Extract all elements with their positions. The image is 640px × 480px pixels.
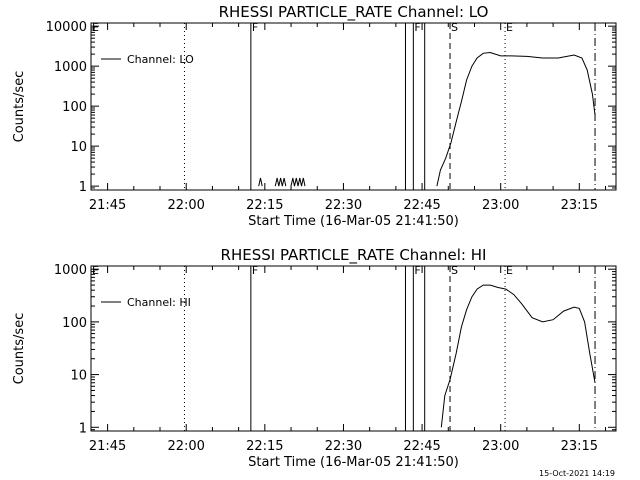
- y-tick-label: 100: [62, 316, 87, 331]
- x-tick-label: 21:45: [89, 439, 126, 454]
- series-line: [274, 177, 287, 187]
- chart-title: RHESSI PARTICLE_RATE Channel: HI: [221, 246, 487, 265]
- legend-label: Channel: HI: [127, 296, 191, 309]
- y-tick-label: 1000: [54, 263, 87, 278]
- series-line: [258, 177, 263, 187]
- event-marker-label: F: [252, 264, 258, 277]
- event-marker-label: F: [414, 21, 420, 34]
- event-marker-label: E: [506, 264, 513, 277]
- y-tick-label: 1000: [54, 60, 87, 75]
- chart-panel-1: RHESSI PARTICLE_RATE Channel: HI 21:45 22:…: [12, 246, 617, 470]
- y-tick-label: 10: [70, 140, 87, 155]
- series-line: [440, 284, 596, 428]
- x-axis-label: Start Time (16-Mar-05 21:41:50): [248, 214, 459, 229]
- series-line: [436, 51, 596, 187]
- event-marker-label: E: [506, 21, 513, 34]
- x-tick-label: 21:45: [89, 198, 126, 213]
- event-marker-label: E: [92, 21, 99, 34]
- event-marker-label: F: [252, 21, 258, 34]
- plot-frame: [90, 22, 617, 191]
- legend-label: Channel: LO: [127, 53, 194, 66]
- x-tick-label: 22:30: [325, 198, 362, 213]
- x-tick-label: 23:15: [561, 198, 598, 213]
- event-marker-label: F: [414, 264, 420, 277]
- x-tick-label: 22:15: [246, 198, 283, 213]
- chart-panel-0: RHESSI PARTICLE_RATE Channel: LO 21:45 22:…: [12, 3, 617, 229]
- y-tick-label: 10000: [46, 20, 87, 35]
- y-axis-label: Counts/sec: [12, 313, 27, 385]
- series-line: [290, 177, 306, 187]
- y-tick-label: 10: [70, 369, 87, 384]
- event-marker-label: E: [92, 264, 99, 277]
- x-tick-label: 22:45: [403, 439, 440, 454]
- y-axis-label: Counts/sec: [12, 71, 27, 143]
- x-tick-label: 22:00: [167, 198, 204, 213]
- chart-title: RHESSI PARTICLE_RATE Channel: LO: [219, 3, 489, 22]
- x-tick-label: 22:00: [167, 439, 204, 454]
- x-tick-label: 23:00: [482, 198, 519, 213]
- x-tick-label: 23:00: [482, 439, 519, 454]
- y-tick-label: 1: [79, 421, 87, 436]
- x-tick-label: 22:45: [403, 198, 440, 213]
- y-tick-label: 100: [62, 100, 87, 115]
- x-tick-label: 23:15: [561, 439, 598, 454]
- event-marker-label: S: [451, 264, 458, 277]
- plot-frame: [90, 265, 617, 432]
- event-marker-label: S: [451, 21, 458, 34]
- y-tick-label: 1: [79, 180, 87, 195]
- x-tick-label: 22:15: [246, 439, 283, 454]
- x-tick-label: 22:30: [325, 439, 362, 454]
- plot-timestamp: 15-Oct-2021 14:19: [539, 469, 615, 478]
- x-axis-label: Start Time (16-Mar-05 21:41:50): [248, 455, 459, 470]
